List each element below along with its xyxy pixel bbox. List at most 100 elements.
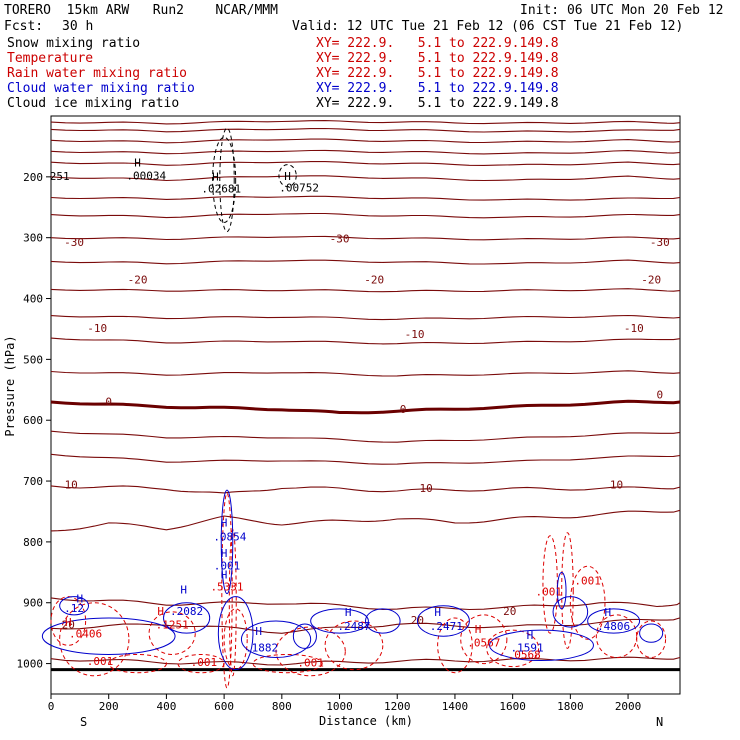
field-name-snow: Snow mixing ratio [7, 36, 141, 51]
temperature-label: 0 [105, 396, 112, 409]
temperature-label: -30 [64, 236, 84, 249]
cloud-ice-label: .02681 [201, 183, 241, 196]
cloud-water-contour [416, 605, 470, 637]
cloud-water-label: .1591 [511, 641, 544, 654]
south-end-label: S [80, 715, 87, 729]
x-tick-label: 1800 [557, 700, 584, 713]
x-tick-label: 600 [214, 700, 234, 713]
y-tick-label: 800 [23, 536, 43, 549]
cloud-water-label: .1882 [245, 641, 278, 654]
rain-water-label: .5331 [210, 581, 243, 594]
high-marker: H [65, 616, 72, 629]
cloud-water-label: .4806 [597, 620, 630, 633]
y-tick-label: 500 [23, 353, 43, 366]
temperature-label: -10 [87, 322, 107, 335]
x-tick-label: 1200 [384, 700, 411, 713]
high-marker: H [475, 623, 482, 636]
rain-water-contour [561, 532, 574, 649]
temperature-contour [50, 161, 681, 166]
rain-water-label: .0567 [467, 637, 500, 650]
field-xy-snow: XY= 222.9. 5.1 to 222.9.149.8 [316, 36, 559, 51]
temperature-label: 10 [65, 478, 78, 491]
temperature-contour [50, 453, 681, 465]
field-xy-temperature: XY= 222.9. 5.1 to 222.9.149.8 [316, 51, 559, 66]
high-marker: H [605, 606, 612, 619]
rain-water-label: .001 [191, 656, 218, 669]
temperature-contour [50, 120, 681, 125]
valid-time: Valid: 12 UTC Tue 21 Feb 12 (06 CST Tue … [292, 19, 684, 34]
y-axis-label: Pressure (hPa) [3, 335, 17, 436]
y-tick-label: 400 [23, 293, 43, 306]
cloud-water-contour [310, 608, 369, 634]
high-marker: H [221, 547, 228, 560]
temperature-contour [50, 314, 681, 321]
cloud-water-contour [220, 489, 234, 595]
high-marker: H [221, 568, 228, 581]
temperature-label: -10 [624, 322, 644, 335]
rain-water-label: .001 [297, 657, 324, 670]
cloud-water-label: .2082 [170, 605, 203, 618]
x-tick-label: 200 [99, 700, 119, 713]
y-tick-label: 300 [23, 232, 43, 245]
temperature-contour [50, 127, 681, 133]
high-marker: H [255, 625, 262, 638]
rain-water-contour [595, 614, 638, 658]
temperature-label: 20 [503, 605, 516, 618]
model-title: TORERO 15km ARW Run2 NCAR/MMM [4, 3, 278, 18]
cloud-water-label: .001 [214, 559, 241, 572]
rain-water-label: .0568 [508, 649, 541, 662]
temperature-contour [50, 597, 681, 611]
cloud-water-contour [59, 596, 90, 616]
high-marker: H [157, 605, 164, 618]
temperature-contour [50, 235, 681, 241]
field-name-cloud-water: Cloud water mixing ratio [7, 81, 195, 96]
cloud-water-label: .12 [64, 602, 84, 615]
cloud-water-contour [292, 623, 317, 649]
temperature-label: 20 [411, 614, 424, 627]
temperature-label: -10 [405, 328, 425, 341]
high-marker: H [212, 170, 219, 183]
high-marker: H [345, 606, 352, 619]
rain-water-contour [275, 626, 346, 677]
temperature-contour [50, 430, 681, 443]
rain-water-label: .001 [574, 574, 601, 587]
cloud-ice-label: 251 [50, 170, 70, 183]
temperature-label: -20 [364, 273, 384, 286]
rain-water-contour [223, 608, 248, 671]
temperature-label: -20 [128, 273, 148, 286]
high-marker: H [284, 170, 291, 183]
field-xy-rain: XY= 222.9. 5.1 to 222.9.149.8 [316, 66, 559, 81]
cloud-water-contour [639, 623, 664, 643]
rain-water-contour [460, 614, 508, 665]
init-time: Init: 06 UTC Mon 20 Feb 12 [520, 3, 724, 18]
high-marker: H [221, 517, 228, 530]
cloud-water-label: .0854 [213, 531, 246, 544]
cloud-water-contour [587, 608, 641, 634]
cloud-water-contour [240, 620, 312, 658]
temperature-label: 10 [610, 478, 623, 491]
north-end-label: N [656, 715, 663, 729]
plot-frame [50, 115, 681, 695]
y-tick-label: 600 [23, 414, 43, 427]
temperature-contour [50, 259, 681, 265]
rain-water-label: .001 [535, 585, 562, 598]
y-tick-label: 700 [23, 475, 43, 488]
temperature-contour [50, 212, 681, 219]
cloud-ice-contours [212, 127, 297, 233]
rain-water-contour [108, 653, 167, 674]
rain-water-label: .0406 [69, 627, 102, 640]
temperature-label: -30 [330, 233, 350, 246]
cloud-ice-contour [278, 164, 297, 188]
x-tick-label: 1000 [326, 700, 353, 713]
high-marker: H [527, 629, 534, 642]
rain-water-label: .1251 [156, 618, 189, 631]
high-marker: H [77, 593, 84, 606]
rain-water-contour [486, 629, 540, 668]
cloud-water-contours [41, 489, 664, 671]
temperature-label: -30 [650, 236, 670, 249]
contour-labels: -30 -30 -30 -20 -20 -20 -10 -10 -10 0 0 0 10 10 10 20 20… [50, 156, 670, 669]
rain-water-contour [148, 611, 196, 655]
x-tick-label: 1400 [442, 700, 469, 713]
x-tick-label: 800 [272, 700, 292, 713]
